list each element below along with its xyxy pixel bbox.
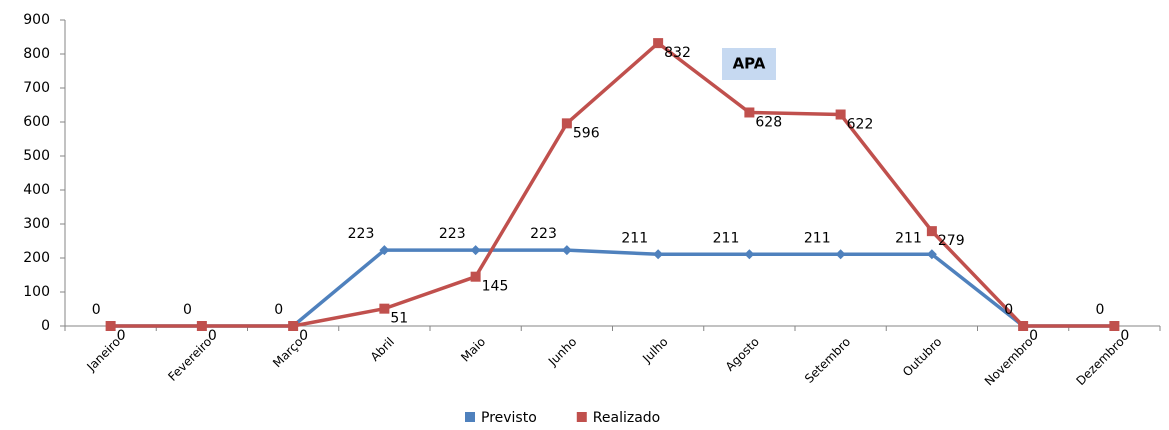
data-label: 0	[299, 328, 308, 344]
x-tick-label: Maio	[458, 335, 488, 365]
data-label: 211	[621, 230, 648, 246]
data-label: 0	[1029, 328, 1038, 344]
data-label: 832	[664, 45, 691, 61]
point-marker	[744, 249, 755, 260]
y-tick-label: 600	[23, 114, 50, 130]
y-tick-label: 700	[23, 80, 50, 96]
series-line	[110, 248, 1115, 328]
data-label: 628	[755, 114, 782, 130]
data-label: 0	[92, 302, 101, 318]
legend-label: Previsto	[481, 410, 537, 426]
data-label: 0	[183, 302, 192, 318]
y-tick-label: 100	[23, 284, 50, 300]
chart-title: APA	[733, 55, 766, 73]
point-marker	[561, 118, 572, 129]
point-marker	[470, 245, 481, 256]
data-label: 0	[1004, 302, 1013, 318]
y-tick-label: 800	[23, 46, 50, 62]
point-marker	[653, 38, 664, 49]
point-marker	[105, 321, 116, 331]
point-marker	[926, 226, 937, 237]
x-tick-label: Setembro	[802, 335, 853, 386]
data-label: 211	[713, 230, 740, 246]
y-tick-label: 300	[23, 216, 50, 232]
y-tick-label: 900	[23, 12, 50, 28]
data-label: 51	[390, 311, 408, 327]
point-marker	[653, 249, 664, 260]
x-tick-label: Novembro	[982, 335, 1036, 389]
point-marker	[288, 321, 299, 331]
point-marker	[379, 303, 390, 314]
point-marker	[744, 107, 755, 118]
data-label: 0	[1095, 302, 1104, 318]
data-label: 0	[117, 328, 126, 344]
y-tick-label: 0	[41, 318, 50, 334]
legend-swatch	[465, 412, 475, 422]
data-label: 622	[847, 117, 874, 133]
data-label: 596	[573, 125, 600, 141]
x-tick-label: Agosto	[723, 335, 762, 374]
data-label: 0	[1120, 328, 1129, 344]
data-label: 211	[895, 230, 922, 246]
data-label: 279	[938, 233, 965, 249]
y-tick-label: 500	[23, 148, 50, 164]
point-marker	[835, 109, 846, 120]
data-label: 0	[274, 302, 283, 318]
legend-swatch	[576, 412, 587, 422]
y-tick-label: 400	[23, 182, 50, 198]
point-marker	[379, 245, 390, 256]
legend-label: Realizado	[593, 410, 660, 426]
point-marker	[926, 249, 937, 260]
x-tick-label: Julho	[639, 335, 670, 366]
series-line	[110, 41, 1115, 328]
point-marker	[196, 321, 207, 331]
point-marker	[1018, 321, 1029, 331]
data-label: 223	[439, 226, 466, 242]
title-box	[722, 48, 776, 80]
point-marker	[835, 249, 846, 260]
x-tick-label: Outubro	[900, 335, 945, 380]
x-tick-label: Abril	[368, 335, 397, 364]
data-label: 211	[804, 230, 831, 246]
point-marker	[470, 271, 481, 282]
data-label: 223	[348, 226, 375, 242]
data-label: 0	[208, 328, 217, 344]
data-label: 145	[482, 279, 509, 295]
point-marker	[1109, 321, 1120, 331]
x-tick-label: Junho	[545, 335, 579, 369]
x-tick-label: Dezembro	[1073, 335, 1126, 388]
y-tick-label: 200	[23, 250, 50, 266]
data-label: 223	[530, 226, 557, 242]
point-marker	[561, 245, 572, 256]
